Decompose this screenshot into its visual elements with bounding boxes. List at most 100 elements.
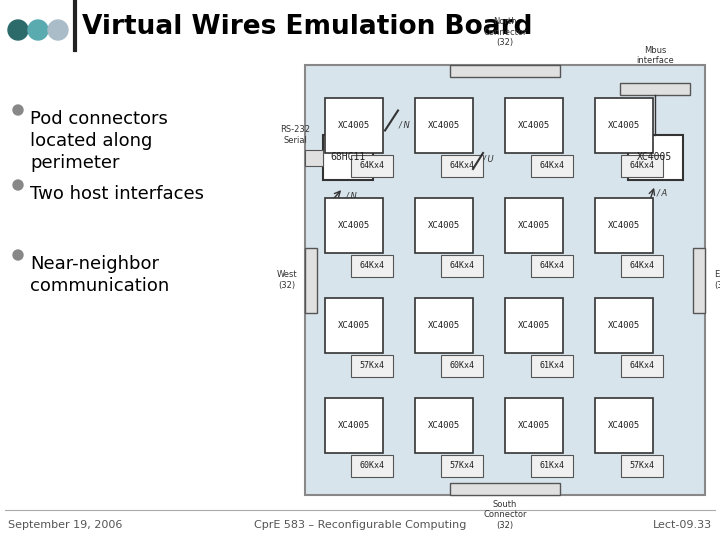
Text: 57Kx4: 57Kx4 bbox=[629, 462, 654, 470]
Text: XC4005: XC4005 bbox=[608, 221, 640, 230]
Text: 64Kx4: 64Kx4 bbox=[629, 161, 654, 171]
Text: XC4005: XC4005 bbox=[518, 121, 550, 130]
Bar bbox=[531, 355, 573, 377]
Text: XC4005: XC4005 bbox=[608, 421, 640, 430]
Bar bbox=[441, 355, 483, 377]
Bar bbox=[351, 255, 393, 277]
Text: communication: communication bbox=[30, 277, 169, 295]
Bar bbox=[325, 398, 383, 453]
Text: RS-232
Serial: RS-232 Serial bbox=[280, 125, 310, 145]
Text: Near-neighbor: Near-neighbor bbox=[30, 255, 159, 273]
Text: / N: / N bbox=[399, 121, 410, 130]
Text: XC4005: XC4005 bbox=[637, 152, 672, 163]
Text: / N: / N bbox=[346, 192, 358, 200]
Text: 64Kx4: 64Kx4 bbox=[629, 361, 654, 370]
Bar bbox=[621, 155, 663, 177]
Text: 64Kx4: 64Kx4 bbox=[359, 161, 384, 171]
Text: XC4005: XC4005 bbox=[428, 221, 460, 230]
Text: East
(32): East (32) bbox=[714, 271, 720, 289]
Text: North
Connector
(32): North Connector (32) bbox=[483, 17, 527, 47]
Bar bbox=[351, 155, 393, 177]
Bar bbox=[441, 255, 483, 277]
Bar bbox=[331, 125, 361, 135]
Bar bbox=[415, 198, 473, 253]
Text: 64Kx4: 64Kx4 bbox=[449, 261, 474, 271]
Bar bbox=[415, 398, 473, 453]
Circle shape bbox=[8, 20, 28, 40]
Bar bbox=[325, 298, 383, 353]
Bar bbox=[595, 198, 653, 253]
Bar bbox=[323, 135, 373, 180]
Bar bbox=[450, 65, 560, 77]
Bar bbox=[351, 355, 393, 377]
Text: / A: / A bbox=[657, 188, 668, 198]
Text: XC4005: XC4005 bbox=[338, 121, 370, 130]
Text: 61Kx4: 61Kx4 bbox=[539, 462, 564, 470]
Bar bbox=[325, 98, 383, 153]
Text: XC4005: XC4005 bbox=[338, 421, 370, 430]
Bar bbox=[505, 398, 563, 453]
Text: Two host interfaces: Two host interfaces bbox=[30, 185, 204, 203]
Text: XC4005: XC4005 bbox=[518, 421, 550, 430]
Bar bbox=[415, 298, 473, 353]
Bar bbox=[441, 155, 483, 177]
Bar bbox=[621, 255, 663, 277]
Circle shape bbox=[28, 20, 48, 40]
Bar bbox=[305, 247, 317, 313]
Text: 64Kx4: 64Kx4 bbox=[539, 261, 564, 271]
Text: September 19, 2006: September 19, 2006 bbox=[8, 520, 122, 530]
Bar bbox=[628, 135, 683, 180]
Text: located along: located along bbox=[30, 132, 153, 150]
Bar bbox=[621, 455, 663, 477]
Bar bbox=[531, 455, 573, 477]
Text: South
Connector
(32): South Connector (32) bbox=[483, 500, 527, 530]
Text: 57Kx4: 57Kx4 bbox=[449, 462, 474, 470]
Circle shape bbox=[13, 105, 23, 115]
Bar bbox=[305, 150, 323, 165]
Bar bbox=[621, 355, 663, 377]
Text: XC4005: XC4005 bbox=[428, 121, 460, 130]
Text: 64Kx4: 64Kx4 bbox=[539, 161, 564, 171]
Text: 64Kx4: 64Kx4 bbox=[359, 261, 384, 271]
Bar bbox=[351, 455, 393, 477]
Bar bbox=[505, 98, 563, 153]
Text: XC4005: XC4005 bbox=[428, 321, 460, 330]
Text: XC4005: XC4005 bbox=[338, 221, 370, 230]
Text: Virtual Wires Emulation Board: Virtual Wires Emulation Board bbox=[82, 14, 533, 40]
Bar bbox=[595, 398, 653, 453]
Text: Pod connectors: Pod connectors bbox=[30, 110, 168, 128]
Bar bbox=[531, 255, 573, 277]
Text: 64Kx4: 64Kx4 bbox=[629, 261, 654, 271]
Bar bbox=[693, 247, 705, 313]
Bar bbox=[325, 198, 383, 253]
Circle shape bbox=[13, 250, 23, 260]
Text: XC4005: XC4005 bbox=[338, 321, 370, 330]
Bar bbox=[531, 155, 573, 177]
Bar bbox=[595, 98, 653, 153]
Bar bbox=[305, 65, 705, 495]
Text: CprE 583 – Reconfigurable Computing: CprE 583 – Reconfigurable Computing bbox=[254, 520, 466, 530]
Text: XC4005: XC4005 bbox=[518, 221, 550, 230]
Text: 57Kx4: 57Kx4 bbox=[359, 361, 384, 370]
Text: 61Kx4: 61Kx4 bbox=[539, 361, 564, 370]
Text: perimeter: perimeter bbox=[30, 154, 120, 172]
Circle shape bbox=[48, 20, 68, 40]
Text: 60Kx4: 60Kx4 bbox=[449, 361, 474, 370]
Text: XC4005: XC4005 bbox=[608, 321, 640, 330]
Bar bbox=[441, 455, 483, 477]
Bar bbox=[450, 483, 560, 495]
Text: Lect-09.33: Lect-09.33 bbox=[653, 520, 712, 530]
Bar bbox=[620, 83, 690, 95]
Text: / U: / U bbox=[483, 154, 495, 164]
Text: 64Kx4: 64Kx4 bbox=[449, 161, 474, 171]
Circle shape bbox=[13, 180, 23, 190]
Text: 60Kx4: 60Kx4 bbox=[359, 462, 384, 470]
Bar bbox=[595, 298, 653, 353]
Text: XC4005: XC4005 bbox=[518, 321, 550, 330]
Text: XC4005: XC4005 bbox=[428, 421, 460, 430]
Text: Mbus
interface: Mbus interface bbox=[636, 45, 674, 65]
Text: West
(32): West (32) bbox=[276, 271, 297, 289]
Bar bbox=[415, 98, 473, 153]
Bar bbox=[505, 198, 563, 253]
Bar bbox=[505, 298, 563, 353]
